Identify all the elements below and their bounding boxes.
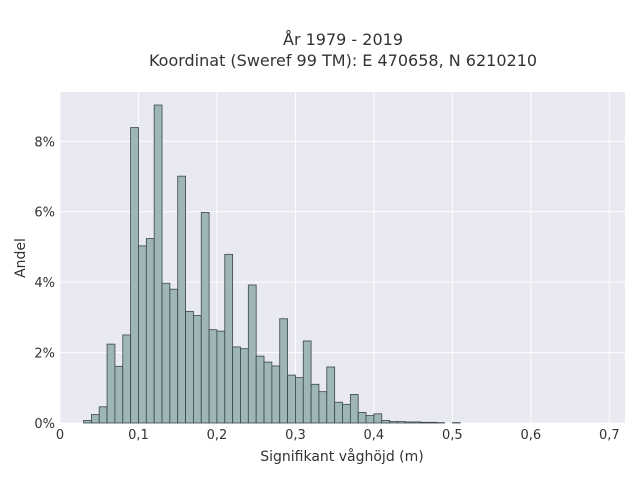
histogram-bar <box>349 394 359 424</box>
x-tick-label: 0,1 <box>128 428 149 443</box>
histogram-bar <box>279 318 288 424</box>
histogram-bar <box>83 420 92 424</box>
y-tick-label: 4% <box>34 276 55 291</box>
histogram-bar <box>342 403 351 424</box>
x-tick-label: 0 <box>56 428 64 443</box>
histogram-bar <box>389 421 398 424</box>
histogram-bar <box>114 365 124 424</box>
histogram-bar <box>255 355 265 424</box>
histogram-bar <box>177 175 186 424</box>
x-tick-label: 0,7 <box>599 428 620 443</box>
histogram-bar <box>208 329 218 424</box>
histogram-bar <box>153 104 163 424</box>
histogram-bar <box>232 346 241 424</box>
histogram-bar <box>271 365 281 424</box>
histogram-bar <box>98 406 108 424</box>
histogram-bar <box>138 245 147 424</box>
histogram-bar <box>247 284 257 424</box>
x-tick-label: 0,3 <box>285 428 306 443</box>
histogram-bar <box>310 383 320 424</box>
x-tick-label: 0,4 <box>364 428 385 443</box>
histogram-bars <box>83 104 461 424</box>
histogram-bar <box>192 315 202 424</box>
chart-title-line-2: Koordinat (Sweref 99 TM): E 470658, N 62… <box>149 51 537 70</box>
y-axis-ticks: 0% 2% 4% 6% 8% <box>34 135 55 432</box>
histogram-bar <box>318 391 328 424</box>
histogram-bar <box>216 330 226 424</box>
histogram-bar <box>90 414 100 424</box>
x-axis-title: Signifikant våghöjd (m) <box>260 448 423 465</box>
histogram-bar <box>224 253 234 424</box>
histogram-bar <box>373 413 383 424</box>
histogram-bar <box>240 348 249 424</box>
x-tick-label: 0,6 <box>520 428 541 443</box>
x-axis-ticks: 0 0,1 0,2 0,3 0,4 0,5 0,6 0,7 <box>56 428 620 443</box>
y-axis-title: Andel <box>13 238 29 278</box>
y-tick-label: 6% <box>34 206 55 221</box>
x-tick-label: 0,5 <box>442 428 463 443</box>
chart-title-line-1: År 1979 - 2019 <box>283 30 403 49</box>
histogram-bar <box>381 420 390 424</box>
histogram-bar <box>145 238 155 424</box>
histogram-bar <box>428 421 438 424</box>
histogram-bar <box>295 377 304 424</box>
histogram-bar <box>420 421 430 424</box>
y-tick-label: 8% <box>34 135 55 150</box>
histogram-bar <box>122 334 132 424</box>
histogram-bar <box>365 415 375 424</box>
histogram-bar <box>185 310 194 424</box>
y-tick-label: 2% <box>34 347 55 362</box>
y-tick-label: 0% <box>34 417 55 432</box>
x-tick-label: 0,2 <box>207 428 228 443</box>
histogram-bar <box>287 374 296 424</box>
histogram-bar <box>326 366 336 424</box>
histogram-bar <box>302 340 312 424</box>
histogram-bar <box>397 421 406 424</box>
histogram-bar <box>169 288 179 424</box>
histogram-bar <box>161 282 171 424</box>
histogram-bar <box>200 212 210 424</box>
histogram-bar <box>404 421 414 424</box>
histogram-bar <box>130 127 139 424</box>
histogram-bar <box>412 421 422 424</box>
histogram-bar <box>334 401 343 424</box>
histogram-bar <box>263 361 273 424</box>
histogram-bar <box>357 412 367 424</box>
histogram-bar <box>106 343 116 424</box>
